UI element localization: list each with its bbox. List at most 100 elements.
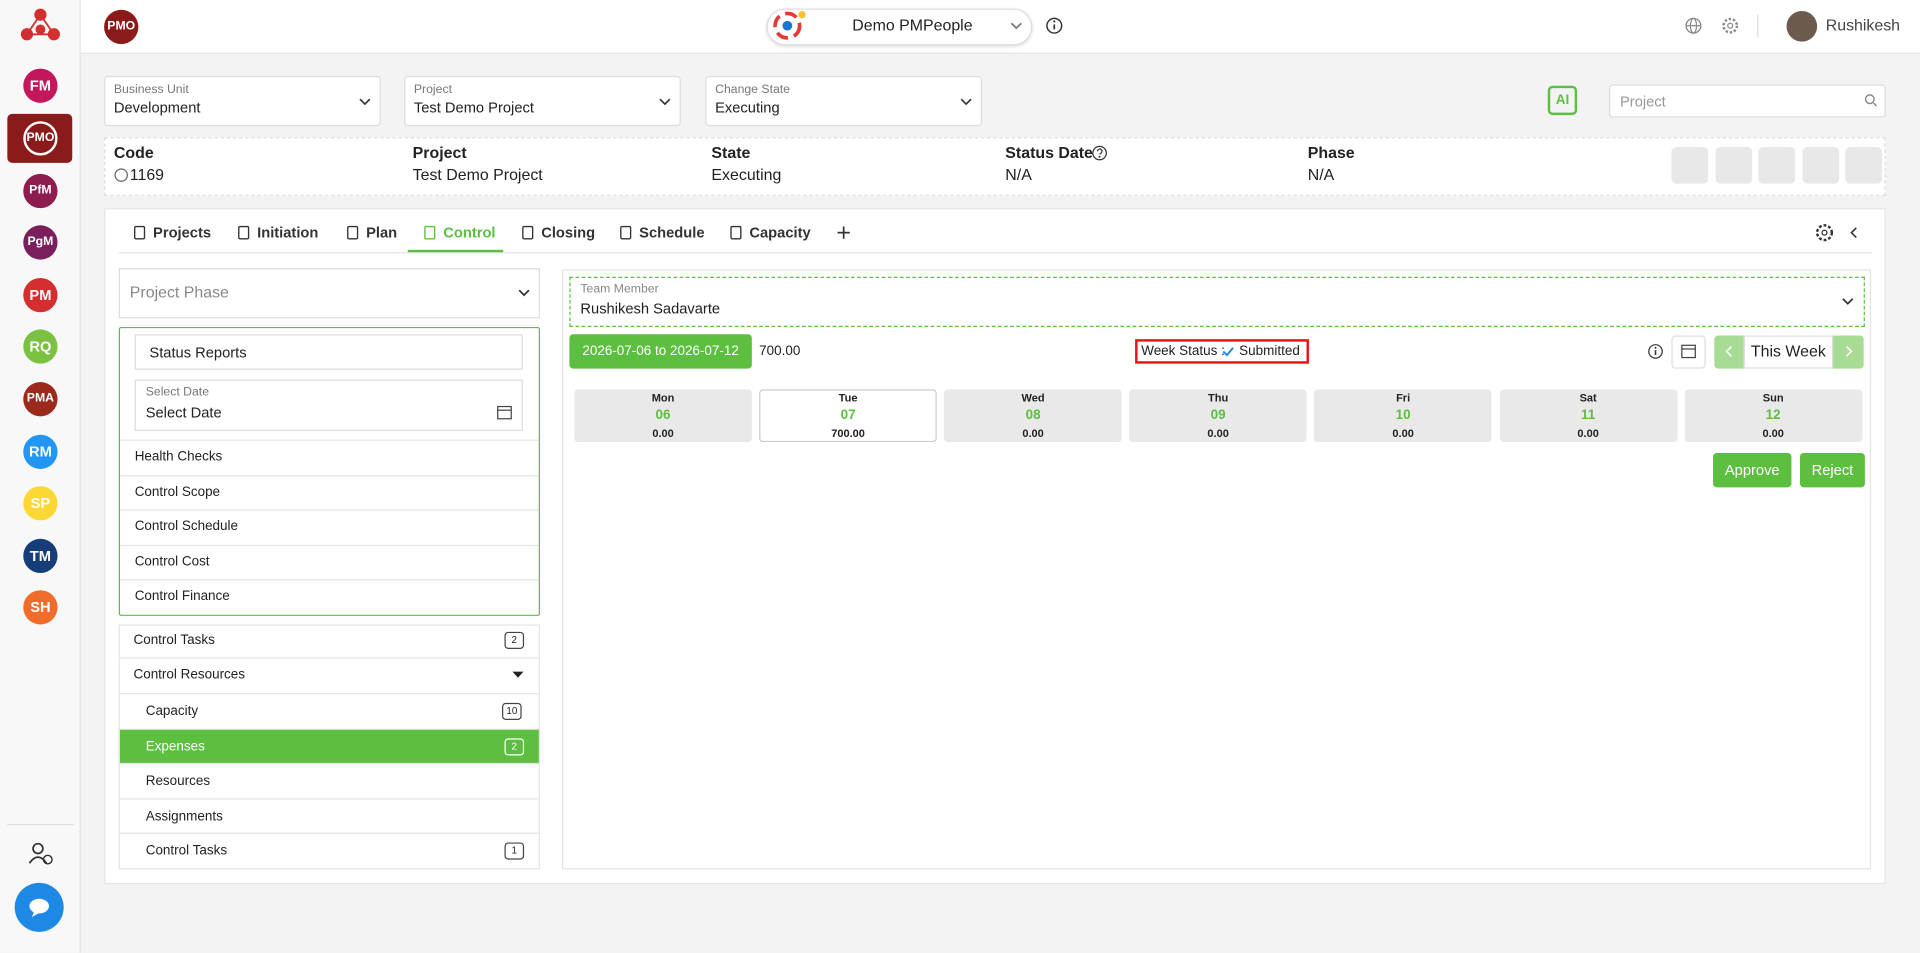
menu-item: Control Finance	[134, 589, 230, 605]
tab[interactable]: Initiation	[257, 224, 319, 242]
chevron-icon[interactable]	[1842, 298, 1854, 305]
tasks-row[interactable]	[118, 624, 541, 659]
status-value: Submitted	[1239, 344, 1300, 359]
app-label[interactable]: SP	[30, 494, 51, 512]
add-tab-icon[interactable]	[837, 226, 850, 239]
radio-icon[interactable]	[114, 168, 128, 182]
app-label[interactable]: PMO	[26, 131, 55, 145]
collapse-icon[interactable]	[1850, 227, 1857, 239]
day-card[interactable]	[759, 389, 937, 443]
app-label[interactable]: SH	[30, 598, 51, 616]
app-label[interactable]: RM	[28, 443, 52, 461]
app-label[interactable]: TM	[29, 547, 52, 565]
sidebar-divider	[7, 824, 74, 826]
app-label[interactable]: PM	[29, 286, 52, 304]
menu-item: Control Schedule	[134, 519, 239, 535]
day-card[interactable]	[574, 389, 752, 443]
day-card[interactable]	[1499, 389, 1677, 443]
filter-select[interactable]	[104, 75, 381, 127]
tool-button[interactable]	[1671, 146, 1709, 184]
app-icon[interactable]	[23, 486, 58, 521]
day-card[interactable]	[1314, 389, 1492, 443]
prev-icon	[1725, 345, 1732, 357]
app-icon[interactable]	[23, 590, 58, 625]
tab[interactable]: Control	[443, 224, 496, 242]
app-icon[interactable]	[23, 382, 58, 417]
workspace-select[interactable]	[766, 8, 1033, 46]
brand-logo[interactable]	[20, 8, 61, 41]
tab[interactable]: Plan	[366, 224, 398, 242]
sub-row[interactable]	[118, 729, 541, 765]
menu-row[interactable]	[120, 474, 539, 510]
tool-button[interactable]	[1801, 146, 1839, 184]
range-button[interactable]	[569, 334, 752, 369]
member-select[interactable]	[569, 276, 1865, 327]
sub-row[interactable]	[118, 694, 541, 730]
language-icon[interactable]	[1685, 17, 1702, 34]
ai-button[interactable]	[1547, 85, 1578, 116]
filter-select[interactable]	[404, 75, 681, 127]
user-name[interactable]: Rushikesh	[1825, 15, 1901, 35]
app-icon[interactable]	[23, 173, 58, 209]
phase-select[interactable]	[118, 268, 541, 319]
count-badge	[504, 842, 525, 861]
app-icon[interactable]	[23, 277, 58, 313]
resources-row[interactable]	[118, 658, 541, 695]
app-icon[interactable]	[23, 434, 58, 469]
menu-row[interactable]	[120, 544, 539, 580]
tool-button[interactable]	[1845, 146, 1883, 184]
app-icon[interactable]	[23, 329, 58, 364]
sub-row[interactable]	[118, 834, 541, 870]
app-label[interactable]: PfM	[29, 183, 52, 198]
chevron-icon[interactable]	[1010, 22, 1022, 30]
app-label[interactable]: RQ	[29, 337, 52, 356]
tab-settings-icon[interactable]	[1815, 224, 1834, 242]
reports-input[interactable]	[134, 334, 523, 370]
app-label[interactable]: FM	[29, 77, 52, 95]
chevron-icon[interactable]	[960, 98, 972, 106]
search-placeholder: Project	[1620, 93, 1666, 111]
app-icon[interactable]	[23, 68, 58, 103]
app-label[interactable]: PMA	[26, 391, 55, 406]
tab[interactable]: Projects	[153, 224, 212, 242]
app-icon[interactable]	[23, 225, 58, 260]
day-card[interactable]	[1129, 389, 1307, 443]
next-week[interactable]	[1833, 335, 1864, 369]
this-week-button[interactable]	[1743, 335, 1834, 369]
app-icon[interactable]	[23, 538, 58, 574]
approve-button[interactable]	[1713, 453, 1792, 488]
filter-select[interactable]	[705, 75, 983, 127]
day-name: Tue	[838, 391, 858, 405]
menu-row[interactable]	[120, 579, 539, 615]
user-avatar[interactable]	[1786, 11, 1818, 42]
sub-row[interactable]	[118, 799, 541, 835]
chevron-icon[interactable]	[359, 98, 371, 106]
date-input[interactable]	[134, 379, 523, 432]
day-card[interactable]	[1684, 389, 1862, 443]
day-card[interactable]	[944, 389, 1122, 443]
chevron-icon[interactable]	[659, 98, 671, 106]
week-info-icon[interactable]	[1648, 344, 1663, 359]
app-label[interactable]: PgM	[27, 235, 54, 249]
settings-icon[interactable]	[1722, 17, 1739, 34]
approve-text[interactable]: Approve	[1724, 461, 1780, 479]
tab[interactable]: Capacity	[749, 224, 811, 242]
info-icon[interactable]	[1046, 17, 1063, 34]
menu-row[interactable]	[120, 439, 539, 475]
tool-button[interactable]	[1714, 146, 1752, 184]
sub-row[interactable]	[118, 764, 541, 800]
menu-row[interactable]	[120, 509, 539, 545]
reject-text[interactable]: Reject	[1811, 461, 1854, 479]
search-input[interactable]	[1608, 84, 1886, 118]
logo-badge[interactable]	[104, 9, 139, 45]
add-user-icon[interactable]	[28, 842, 53, 865]
tab[interactable]: Schedule	[639, 224, 705, 242]
chevron-icon[interactable]	[518, 289, 530, 297]
app-icon[interactable]	[23, 121, 58, 156]
tab[interactable]: Closing	[541, 224, 596, 242]
reject-button[interactable]	[1800, 453, 1865, 488]
day-date: 11	[1581, 407, 1596, 423]
tool-button[interactable]	[1758, 146, 1796, 184]
prev-week[interactable]	[1714, 335, 1744, 369]
calendar-button[interactable]	[1671, 335, 1706, 369]
